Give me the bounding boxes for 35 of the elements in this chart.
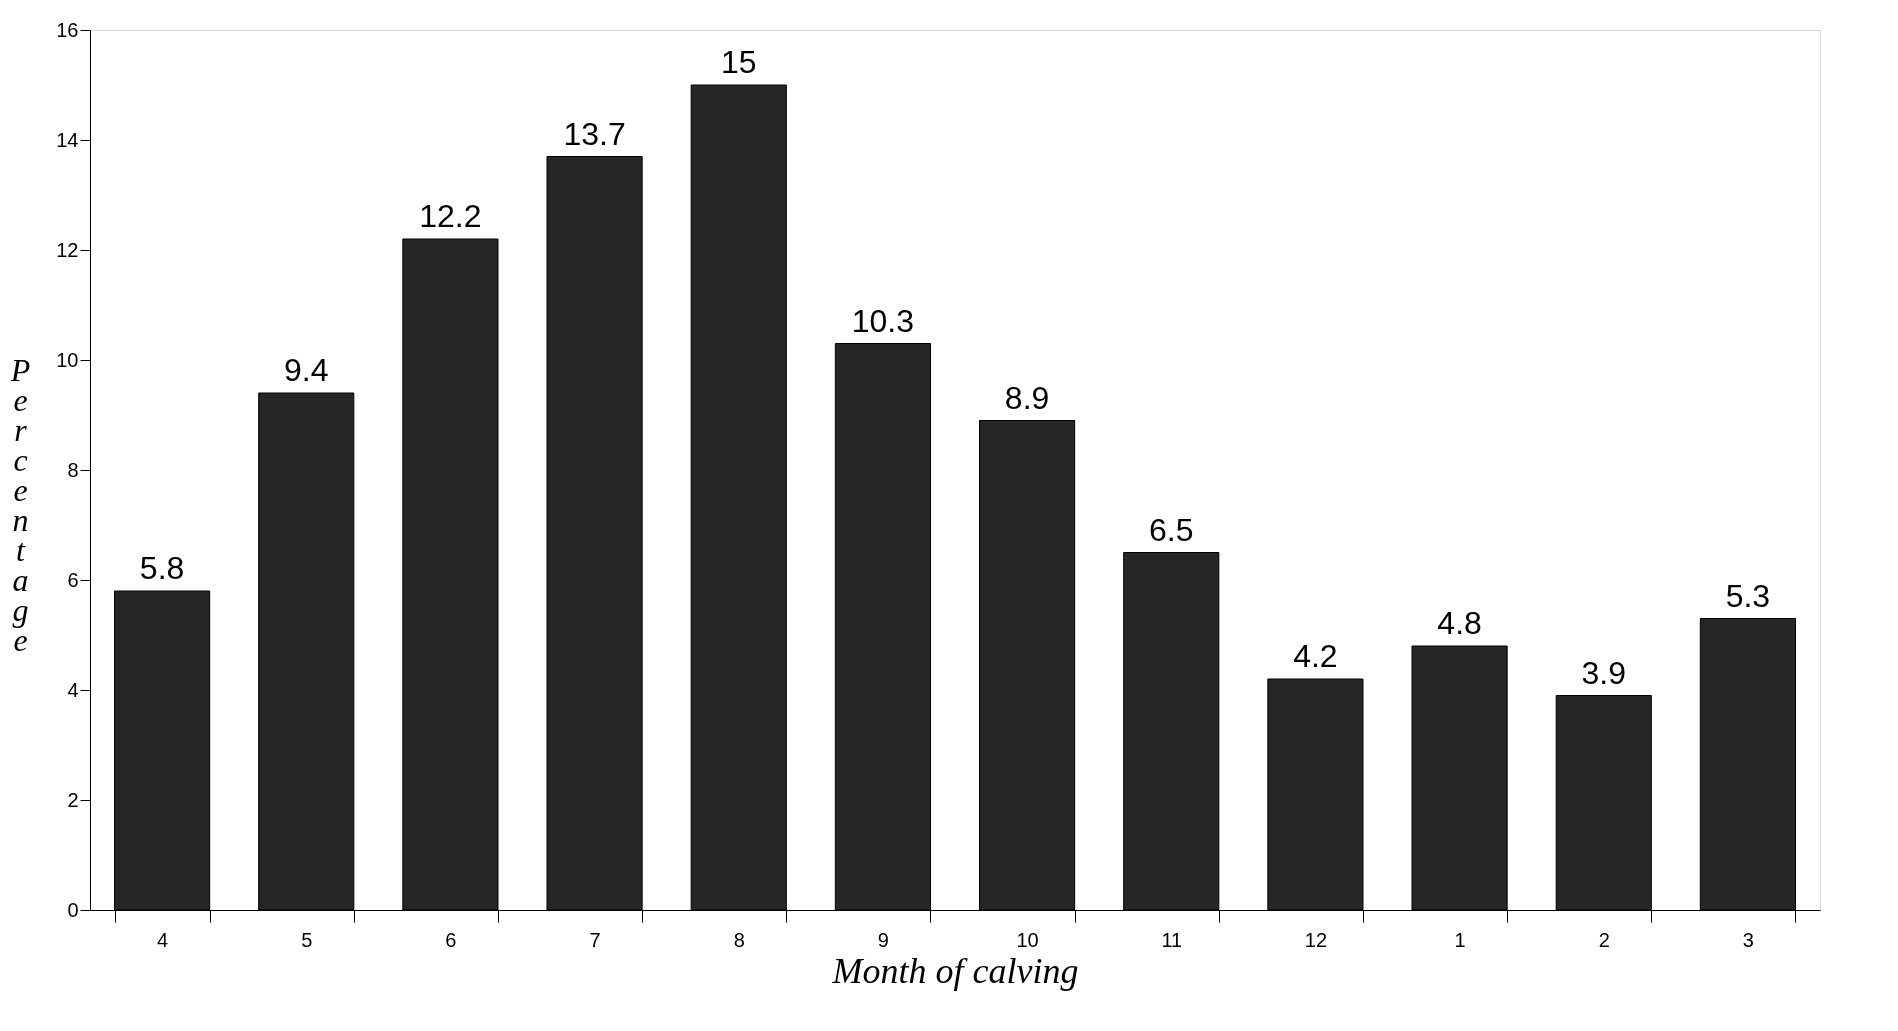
- data-label: 9.4: [284, 352, 329, 388]
- x-tick-label: 10: [1016, 928, 1039, 951]
- data-label: 8.9: [1004, 379, 1050, 416]
- y-tick-label: 14: [56, 128, 79, 151]
- y-tick-label: 6: [67, 568, 79, 591]
- x-tick-label: 2: [1598, 928, 1610, 951]
- x-axis-title: Month of calving: [831, 950, 1079, 991]
- x-tick-label: 12: [1304, 928, 1328, 951]
- x-tick-label: 3: [1742, 928, 1754, 951]
- data-label: 5.8: [139, 550, 185, 586]
- x-tick-label: 9: [877, 928, 889, 951]
- x-tick-label: 4: [157, 928, 169, 951]
- data-label: 15: [720, 44, 757, 80]
- y-tick-label: 10: [56, 348, 79, 371]
- x-tick-label: 5: [301, 928, 313, 951]
- x-tick-label: 11: [1161, 928, 1183, 951]
- x-tick-label: 6: [445, 928, 457, 951]
- data-label: 13.7: [563, 115, 626, 152]
- data-label: 5.3: [1725, 577, 1771, 614]
- y-tick-label: 16: [56, 18, 79, 41]
- y-tick-label: 4: [67, 678, 79, 701]
- x-tick-label: 1: [1454, 928, 1466, 951]
- data-label: 12.2: [419, 198, 482, 234]
- y-tick-label: 0: [67, 898, 79, 921]
- data-label: 10.3: [851, 302, 915, 339]
- x-tick-label: 7: [589, 928, 601, 951]
- y-tick-label: 2: [67, 788, 79, 811]
- x-tick-label: 8: [733, 928, 745, 951]
- data-label: 4.8: [1437, 605, 1482, 641]
- data-label: 3.9: [1581, 654, 1626, 691]
- y-tick-label: 8: [67, 458, 79, 481]
- text: Percentage: [10, 351, 31, 658]
- data-label: 6.5: [1149, 511, 1194, 548]
- data-label: 4.2: [1293, 638, 1338, 674]
- y-tick-label: 12: [56, 238, 79, 261]
